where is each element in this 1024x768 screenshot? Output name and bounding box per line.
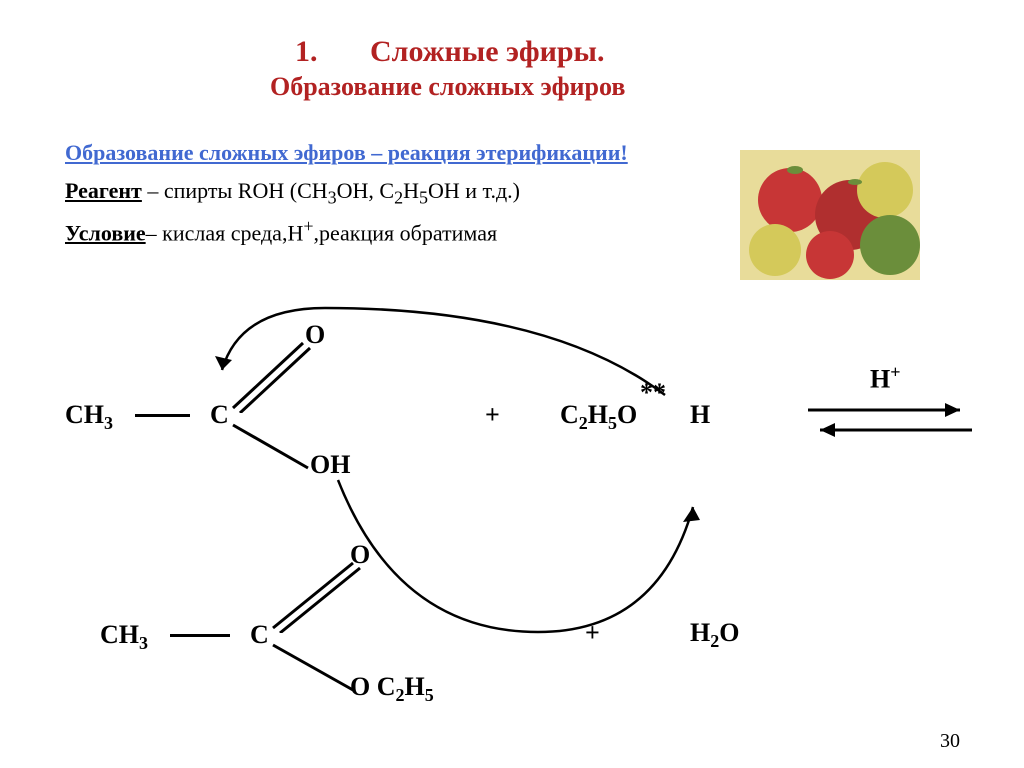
body-line2: Реагент – спирты ROH (CH3OH, C2H5OH и т.…: [65, 178, 520, 208]
body-line1: Образование сложных эфиров – реакция эте…: [65, 140, 628, 166]
bond-c-oh: [228, 420, 318, 485]
plus-2: +: [585, 618, 600, 648]
subtitle: Образование сложных эфиров: [270, 72, 625, 102]
bond-ch3-c: [135, 414, 190, 417]
p-c: C: [250, 620, 269, 650]
r1-ch3: CH3: [65, 400, 113, 434]
r2-main: C2H5O: [560, 400, 637, 434]
apples-image: [740, 150, 920, 280]
curve-arrow-top: [210, 300, 680, 405]
bond-p-c-o: [268, 553, 368, 638]
body-line3: Условие– кислая среда,H+,реакция обратим…: [65, 216, 497, 246]
bond-p-ch3-c: [170, 634, 230, 637]
title-number: 1.: [295, 35, 318, 69]
title-main: Сложные эфиры.: [370, 35, 604, 69]
equilibrium-arrow: [800, 395, 980, 450]
page-number: 30: [940, 730, 960, 753]
p-ch3: CH3: [100, 620, 148, 654]
curve-arrow-bottom: [318, 472, 708, 657]
product-h2o: H2O: [690, 618, 739, 652]
r2-h: H: [690, 400, 710, 430]
bond-p-c-oc: [268, 640, 368, 705]
arrow-hplus: H+: [870, 362, 901, 395]
